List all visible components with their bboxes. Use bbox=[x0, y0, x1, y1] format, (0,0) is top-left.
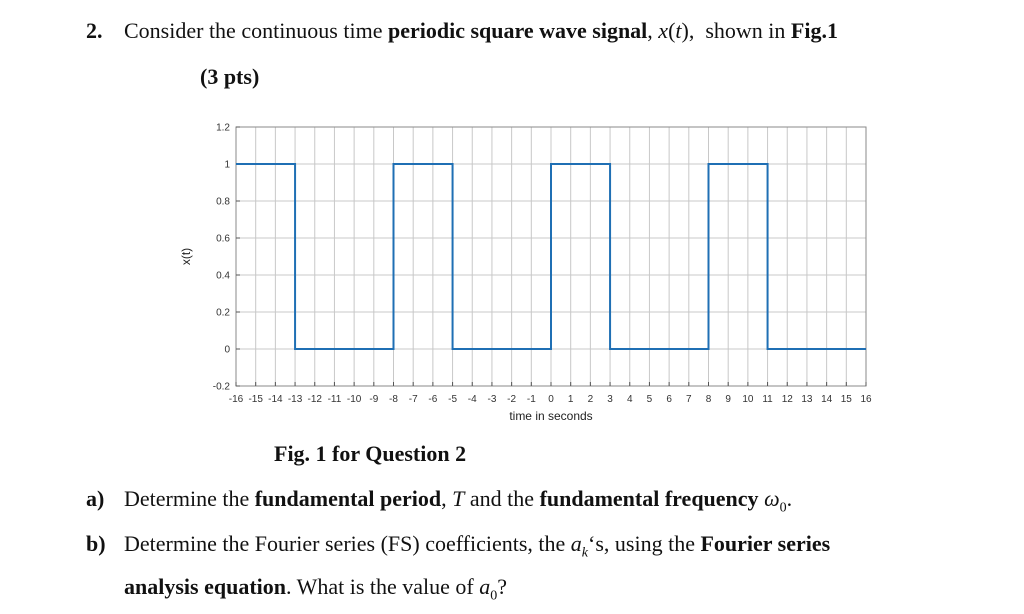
square-wave-chart: -16 -15 -14 -13 -12 -11 -10 -9 -8 -7 -6 -5 -4 -3 -2 -1 0… bbox=[179, 123, 872, 424]
x-tick-label: -9 bbox=[369, 394, 378, 405]
part-b-text-1: Determine the Fourier series (FS) coeffi… bbox=[124, 531, 571, 556]
y-tick-label: 1 bbox=[224, 160, 230, 171]
x-tick-label: 13 bbox=[801, 394, 813, 405]
question-text-3: shown in bbox=[694, 18, 791, 43]
x-tick-label: -5 bbox=[448, 394, 457, 405]
part-b-label: b) bbox=[86, 531, 106, 556]
part-a-end: . bbox=[786, 486, 793, 511]
part-b: b) Determine the Fourier series (FS) coef… bbox=[86, 531, 830, 561]
x-tick-label: -1 bbox=[527, 394, 536, 405]
question-bold-term: periodic square wave signal bbox=[387, 18, 648, 43]
figure-reference: Fig.1 bbox=[790, 18, 838, 43]
question-line: 2. Consider the continuous time periodic … bbox=[86, 18, 838, 44]
x-tick-label: -14 bbox=[268, 394, 283, 405]
y-tick-label: 0.8 bbox=[216, 197, 230, 208]
x-tick-label: -16 bbox=[229, 394, 244, 405]
part-b-continued: analysis equation. What is the value of … bbox=[124, 574, 507, 604]
part-b-bold-2: analysis equation bbox=[124, 574, 286, 599]
y-tick-label: -0.2 bbox=[213, 382, 231, 393]
y-tick-label: 0.2 bbox=[216, 308, 230, 319]
part-a: a) Determine the fundamental period, T an… bbox=[86, 486, 792, 516]
x-tick-label: 6 bbox=[666, 394, 672, 405]
x-tick-label: -13 bbox=[288, 394, 303, 405]
x-tick-label: -12 bbox=[308, 394, 323, 405]
x-tick-label: -2 bbox=[507, 394, 516, 405]
signal-paren-close: ), bbox=[681, 18, 695, 43]
part-b-bold-1: Fourier series bbox=[700, 531, 831, 556]
period-symbol: T bbox=[452, 486, 465, 511]
part-a-text-2: , bbox=[441, 486, 453, 511]
omega-subscript: 0 bbox=[779, 500, 787, 516]
y-axis-label: x(t) bbox=[179, 248, 193, 265]
x-tick-label: -6 bbox=[428, 394, 437, 405]
x-tick-label: 4 bbox=[627, 394, 633, 405]
x-tick-label: -15 bbox=[248, 394, 263, 405]
omega-symbol: ω bbox=[764, 486, 780, 511]
x-tick-label: -4 bbox=[468, 394, 477, 405]
x-tick-label: -11 bbox=[328, 394, 342, 405]
a0-symbol: a bbox=[479, 574, 491, 599]
part-a-bold-2: fundamental frequency bbox=[539, 486, 759, 511]
x-tick-label: 9 bbox=[725, 394, 731, 405]
question-number: 2. bbox=[86, 18, 103, 43]
part-a-text-3: and the bbox=[464, 486, 540, 511]
x-tick-label: 5 bbox=[647, 394, 653, 405]
y-tick-label: 0 bbox=[224, 345, 230, 356]
ak-symbol: a bbox=[570, 531, 582, 556]
x-tick-label: 1 bbox=[568, 394, 574, 405]
question-text-1: Consider the continuous time bbox=[124, 18, 388, 43]
part-b-text-3: . What is the value of bbox=[286, 574, 480, 599]
x-tick-label: -8 bbox=[389, 394, 398, 405]
x-tick-label: 0 bbox=[548, 394, 554, 405]
signal-symbol-x: x bbox=[658, 18, 669, 43]
x-tick-label: 11 bbox=[762, 394, 773, 405]
x-tick-label: 10 bbox=[742, 394, 754, 405]
part-a-text-1: Determine the bbox=[124, 486, 255, 511]
signal-paren-open: ( bbox=[668, 18, 676, 43]
x-tick-label: 8 bbox=[706, 394, 712, 405]
x-tick-label: 7 bbox=[686, 394, 692, 405]
question-text-2: , bbox=[647, 18, 659, 43]
x-tick-label: -7 bbox=[409, 394, 418, 405]
figure-caption: Fig. 1 for Question 2 bbox=[274, 441, 467, 466]
y-tick-label: 1.2 bbox=[216, 123, 230, 134]
y-tick-label: 0.6 bbox=[216, 234, 230, 245]
part-b-text-2: ‘s, using the bbox=[588, 531, 701, 556]
y-tick-label: 0.4 bbox=[216, 271, 230, 282]
x-tick-label: 12 bbox=[782, 394, 794, 405]
x-tick-label: -3 bbox=[487, 394, 496, 405]
x-tick-label: 15 bbox=[841, 394, 853, 405]
part-a-bold-1: fundamental period bbox=[254, 486, 442, 511]
part-b-text-4: ? bbox=[497, 574, 508, 599]
ak-subscript: k bbox=[581, 545, 589, 561]
x-tick-label: 14 bbox=[821, 394, 833, 405]
question-points: (3 pts) bbox=[200, 64, 260, 89]
x-tick-label: -10 bbox=[347, 394, 362, 405]
x-tick-label: 16 bbox=[860, 394, 872, 405]
square-wave-line bbox=[236, 163, 866, 350]
signal-symbol-t: t bbox=[675, 18, 682, 43]
part-a-label: a) bbox=[86, 486, 105, 511]
x-axis-label: time in seconds bbox=[509, 409, 592, 423]
a0-subscript: 0 bbox=[490, 588, 498, 604]
x-tick-label: 3 bbox=[607, 394, 613, 405]
x-tick-label: 2 bbox=[588, 394, 594, 405]
